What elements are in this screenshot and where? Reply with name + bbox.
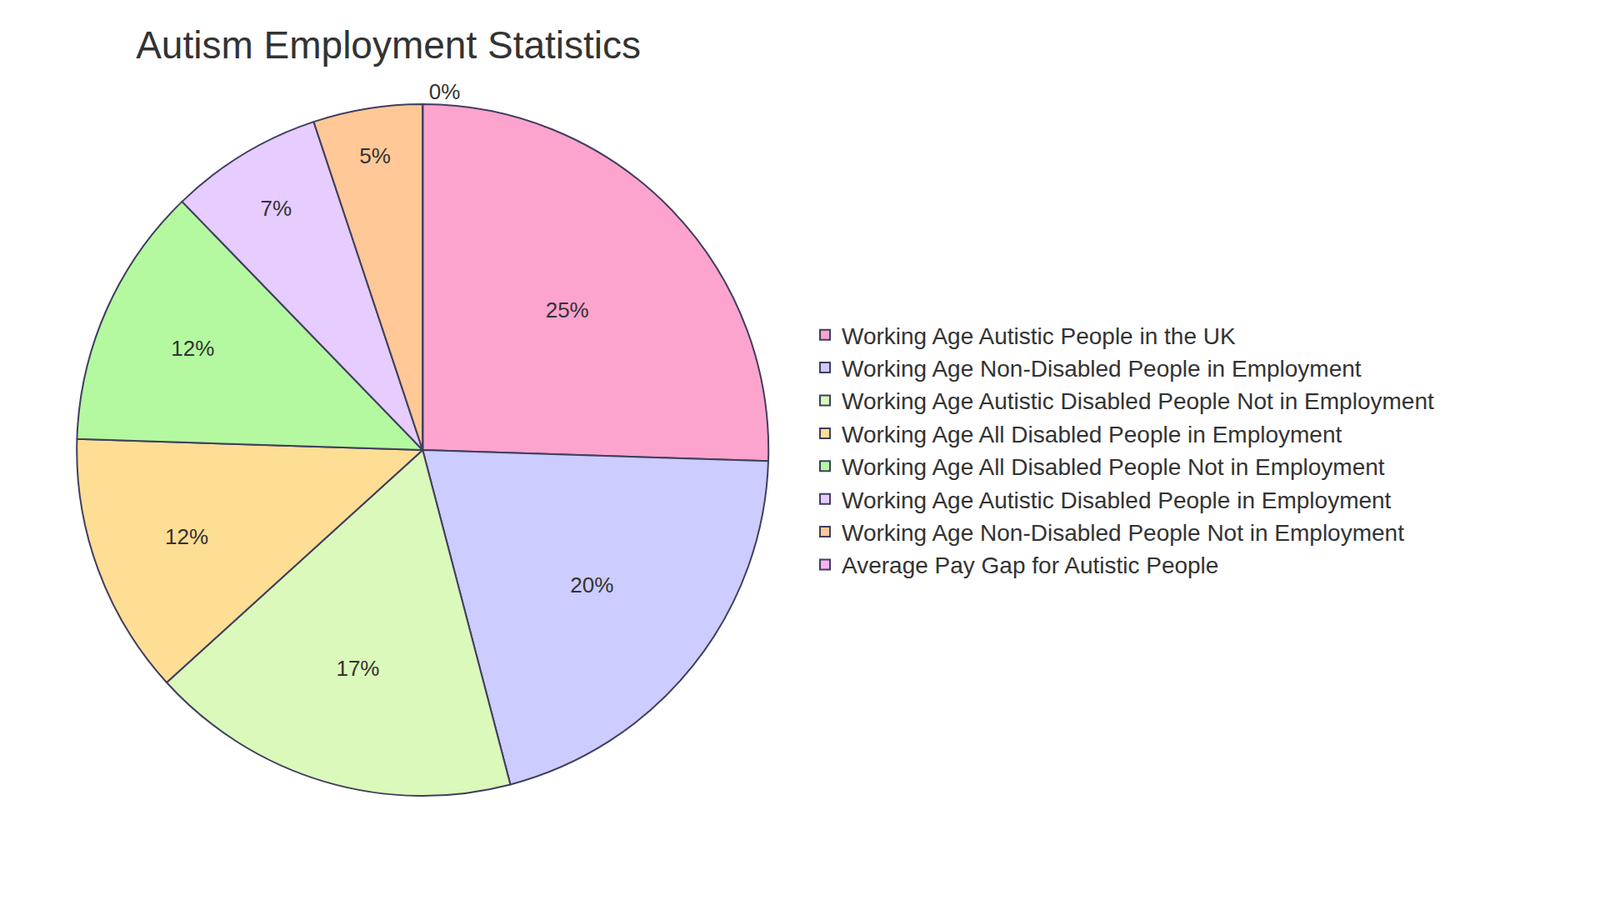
svg-text:Working Age All Disabled Peopl: Working Age All Disabled People in Emplo… (841, 421, 1342, 448)
svg-text:Working Age All Disabled Peopl: Working Age All Disabled People Not in E… (841, 454, 1385, 480)
svg-text:Working Age Autistic Disabled: Working Age Autistic Disabled People in … (841, 487, 1392, 514)
svg-text:Average Pay Gap for Autistic P: Average Pay Gap for Autistic People (841, 552, 1219, 579)
svg-text:Working Age Non-Disabled Peopl: Working Age Non-Disabled People Not in E… (841, 520, 1405, 546)
svg-text:12%: 12% (165, 524, 209, 550)
svg-text:Working Age Autistic Disabled: Working Age Autistic Disabled People Not… (841, 388, 1435, 415)
svg-text:Working Age Autistic People in: Working Age Autistic People in the UK (841, 323, 1236, 350)
svg-text:Autism Employment Statistics: Autism Employment Statistics (135, 23, 641, 67)
svg-text:Working Age Non-Disabled Peopl: Working Age Non-Disabled People in Emplo… (841, 355, 1362, 382)
svg-text:5%: 5% (359, 143, 391, 169)
svg-text:25%: 25% (545, 297, 590, 323)
svg-text:7%: 7% (260, 195, 292, 221)
svg-text:17%: 17% (335, 655, 380, 681)
svg-text:0%: 0% (429, 79, 461, 105)
svg-text:12%: 12% (170, 335, 215, 361)
svg-text:20%: 20% (570, 572, 614, 598)
